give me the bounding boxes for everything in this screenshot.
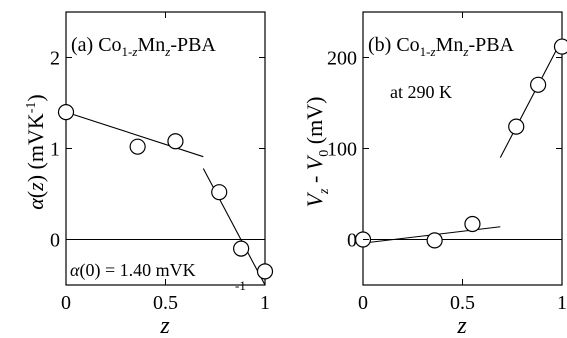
- panel-a-x-label: z: [159, 313, 170, 338]
- data-point: [233, 240, 250, 257]
- x-tick-label: 1: [557, 292, 567, 314]
- x-tick-label: 0: [61, 292, 71, 314]
- panel-b-fit-lines: [362, 39, 563, 244]
- panel-b-x-label: z: [456, 313, 467, 338]
- data-point: [211, 184, 228, 201]
- panel-a-y-ticks: 0 1 2: [50, 48, 265, 252]
- panel-a-points: [57, 103, 274, 280]
- data-point: [129, 138, 146, 155]
- panel-b-y-label: Vz - V0 (mV): [302, 97, 332, 208]
- panel-b-y-ticks: 0 100 200: [327, 48, 562, 252]
- y-tick-label: 100: [327, 139, 357, 161]
- data-point: [464, 215, 481, 233]
- x-tick-label: 0.5: [153, 292, 178, 314]
- x-tick-label: 1: [260, 292, 270, 314]
- panel-a-annotation: α(0) = 1.40 mVK: [70, 260, 196, 281]
- data-point: [167, 133, 184, 150]
- data-point: [256, 263, 274, 280]
- panel-b-x-ticks: 0 0.5 1: [358, 12, 567, 314]
- panel-a-annotation-sup: -1: [235, 278, 246, 293]
- data-point: [508, 118, 525, 135]
- fit-line: [202, 168, 266, 286]
- fit-line: [65, 111, 204, 158]
- panel-b-temperature-note: at 290 K: [390, 82, 452, 102]
- data-point: [530, 76, 547, 93]
- panel-a-title: (a) Co1-zMnz-PBA: [71, 34, 216, 59]
- y-tick-label: 2: [50, 48, 60, 70]
- panel-a-x-ticks: 0 0.5 1: [61, 12, 270, 314]
- data-point: [553, 38, 567, 55]
- x-tick-label: 0.5: [450, 292, 475, 314]
- panel-a-y-label: α(z) (mVK-1): [23, 94, 48, 210]
- y-tick-label: 200: [327, 48, 357, 70]
- x-tick-label: 0: [358, 292, 368, 314]
- panel-b-points: [354, 38, 567, 249]
- panel-b-title: (b) Co1-zMnz-PBA: [368, 34, 515, 59]
- data-point: [426, 232, 443, 249]
- y-tick-label: 0: [50, 230, 60, 252]
- panel-a: 012 0 0.5 1 (a) Co1-zMnz-PBA α(0) = 1.40 m…: [23, 11, 274, 338]
- data-point: [57, 103, 75, 121]
- fit-line: [499, 39, 563, 158]
- y-tick-label: 1: [50, 139, 60, 161]
- y-tick-label: 0: [347, 230, 357, 252]
